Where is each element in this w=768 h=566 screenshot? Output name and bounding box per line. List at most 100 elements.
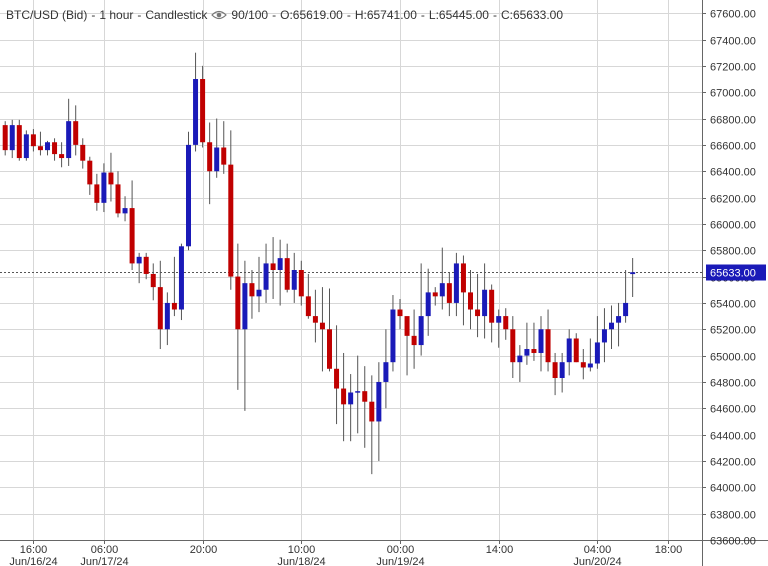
candle-body bbox=[221, 147, 227, 165]
y-tick-label: 67600.00 bbox=[710, 9, 756, 21]
candle bbox=[425, 268, 431, 336]
candle bbox=[221, 121, 227, 174]
candle bbox=[630, 258, 636, 297]
candle-body bbox=[143, 256, 149, 274]
candle bbox=[30, 129, 36, 152]
candle bbox=[446, 272, 452, 317]
candle bbox=[432, 287, 438, 306]
candle bbox=[66, 98, 72, 166]
candle bbox=[228, 130, 234, 290]
x-tick-time: 20:00 bbox=[190, 544, 218, 556]
candle-body bbox=[432, 292, 438, 297]
candle bbox=[587, 338, 593, 372]
candle bbox=[108, 152, 114, 202]
candle-body bbox=[510, 329, 516, 363]
candle bbox=[249, 270, 255, 319]
candle-body bbox=[475, 309, 481, 317]
candle bbox=[559, 352, 565, 393]
candle bbox=[362, 366, 368, 448]
candle bbox=[418, 263, 424, 356]
candle-body bbox=[164, 302, 170, 330]
candle-body bbox=[369, 401, 375, 422]
candle bbox=[87, 156, 93, 195]
y-tick-label: 64600.00 bbox=[710, 404, 756, 416]
x-tick-time: 16:00 bbox=[20, 544, 48, 556]
legend-separator: - bbox=[91, 8, 96, 22]
legend-separator: - bbox=[346, 8, 351, 22]
candle bbox=[157, 260, 163, 350]
candle-body bbox=[312, 316, 318, 323]
candle bbox=[482, 263, 488, 339]
y-tick-label: 67400.00 bbox=[710, 36, 756, 48]
candle-body bbox=[52, 142, 58, 155]
candle bbox=[164, 292, 170, 346]
candle bbox=[207, 122, 213, 205]
eye-icon[interactable] bbox=[211, 9, 228, 21]
candle bbox=[193, 52, 199, 152]
candles bbox=[2, 52, 636, 475]
candle bbox=[616, 302, 622, 347]
candle-body bbox=[566, 338, 572, 363]
y-tick-label: 64800.00 bbox=[710, 378, 756, 390]
candle bbox=[115, 171, 121, 218]
candle-body bbox=[376, 381, 382, 422]
candle-body bbox=[348, 392, 354, 405]
candle bbox=[355, 355, 361, 434]
candle-body bbox=[80, 144, 86, 161]
candle-body bbox=[425, 292, 431, 317]
candle bbox=[609, 305, 614, 350]
candle-body bbox=[559, 362, 565, 378]
candle-body bbox=[207, 142, 213, 172]
x-tick-date: Jun/17/24 bbox=[80, 556, 128, 566]
candle bbox=[263, 243, 269, 303]
candle bbox=[214, 118, 220, 178]
x-tick-time: 06:00 bbox=[91, 544, 119, 556]
candle bbox=[23, 130, 29, 161]
candle bbox=[256, 256, 262, 313]
x-tick-time: 14:00 bbox=[486, 544, 514, 556]
candle-body bbox=[256, 289, 262, 297]
candle-body bbox=[468, 292, 473, 310]
y-tick-label: 66200.00 bbox=[710, 194, 756, 206]
y-tick-label: 66800.00 bbox=[710, 115, 756, 127]
candle bbox=[334, 325, 340, 425]
legend-style: Candlestick bbox=[145, 8, 208, 22]
price-axis[interactable]: 63600.00 63800.00 64000.00 64200.00 64400.00… bbox=[702, 9, 756, 548]
candle-body bbox=[334, 368, 340, 389]
candle-body bbox=[524, 349, 530, 356]
candle-body bbox=[489, 289, 495, 323]
candle bbox=[475, 273, 481, 338]
legend-close: C:65633.00 bbox=[500, 8, 564, 22]
candle-body bbox=[538, 329, 544, 353]
candle-body bbox=[73, 121, 79, 145]
candle bbox=[531, 322, 537, 361]
legend-separator: - bbox=[137, 8, 142, 22]
candle bbox=[601, 308, 607, 363]
candle-body bbox=[580, 362, 586, 368]
candle-body bbox=[397, 309, 403, 317]
candle-body bbox=[122, 208, 128, 214]
candle bbox=[319, 287, 325, 372]
candle-body bbox=[30, 134, 36, 147]
candle bbox=[453, 252, 459, 317]
y-tick-label: 66400.00 bbox=[710, 167, 756, 179]
candle-body bbox=[23, 134, 29, 159]
candle-body bbox=[446, 283, 452, 303]
x-tick-date: Jun/20/24 bbox=[573, 556, 621, 566]
candle bbox=[129, 180, 135, 270]
x-tick-date: Jun/18/24 bbox=[277, 556, 325, 566]
legend-interval: 1 hour bbox=[99, 8, 134, 22]
x-tick-time: 00:00 bbox=[387, 544, 415, 556]
candle-body bbox=[186, 144, 191, 247]
candle-body bbox=[327, 329, 332, 369]
candle bbox=[404, 316, 410, 376]
candle-body bbox=[37, 146, 43, 151]
candle-body bbox=[277, 258, 283, 270]
candle bbox=[200, 65, 206, 148]
candle bbox=[52, 138, 58, 161]
candle-body bbox=[383, 362, 389, 382]
candle bbox=[186, 131, 191, 251]
candle bbox=[178, 243, 184, 321]
